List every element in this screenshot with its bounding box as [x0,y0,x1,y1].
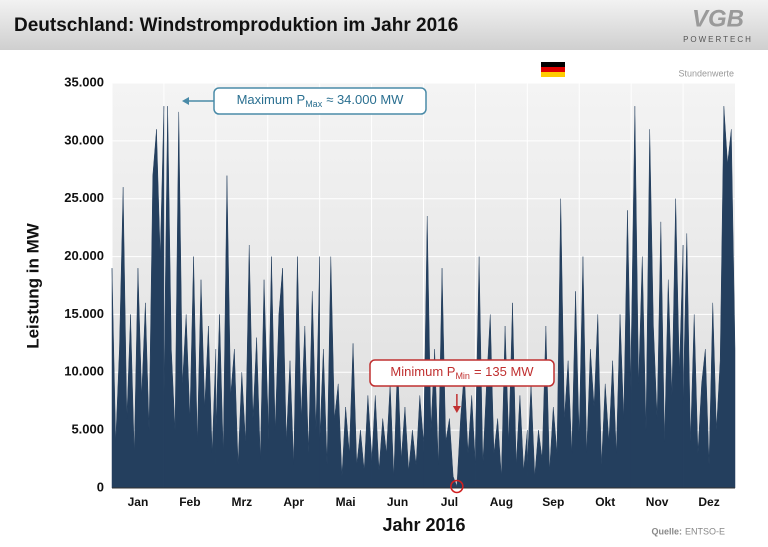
x-tick-label: Mai [336,495,356,509]
x-tick-label: Apr [283,495,304,509]
annotation: Minimum PMin = 135 MW [390,364,534,381]
area [215,175,268,489]
min-marker [450,479,464,494]
flag [541,62,565,77]
area [163,106,217,489]
x-axis-label: Jahr 2016 [382,515,465,535]
chart-title: Deutschland: Windstromproduktion im Jahr… [14,15,458,36]
annotation-part: Minimum P [390,364,455,379]
source-label: Quelle: [651,526,682,536]
x-tick-label: Sep [542,495,564,509]
logo-subtitle: POWERTECH [683,35,753,44]
area [630,106,684,489]
y-axis-label: Leistung in MW [23,222,42,349]
annotation-part: = 135 MW [474,364,534,379]
logo: VGB [692,5,744,32]
x-tick-label: Dez [698,495,719,509]
area [527,198,580,489]
area [267,256,320,489]
x-tick-label: Jul [441,495,458,509]
annotation-arrowhead [182,97,189,105]
annotation-part: Max [305,99,323,109]
y-tick-label: 5.000 [71,422,104,437]
area [579,210,632,489]
y-tick-label: 0 [97,479,104,494]
y-tick-label: 20.000 [64,248,104,263]
y-tick-label: 30.000 [64,132,104,147]
x-tick-label: Jun [387,495,408,509]
annotation-box [369,359,555,387]
y-tick-label: 25.000 [64,190,104,205]
y-tick-label: 10.000 [64,364,104,379]
header-bar [0,0,768,50]
annotation: Maximum PMax ≈ 34.000 MW [237,92,405,109]
y-tick-label: 15.000 [64,306,104,321]
annotation-part: Maximum P [237,92,306,107]
annotation-part: Min [455,371,470,381]
x-tick-label: Feb [179,495,200,509]
area [111,106,165,489]
x-tick-label: Aug [490,495,513,509]
annotation-part: ≈ 34.000 MW [326,92,404,107]
area [475,256,528,489]
min-arrowhead [452,406,461,413]
x-tick-label: Nov [646,495,669,509]
x-tick-label: Jan [128,495,149,509]
area [371,360,424,489]
source: ENTSO-E [685,526,725,536]
x-tick-label: Okt [595,495,615,509]
x-tick-label: Mrz [231,495,252,509]
area [423,216,476,489]
y-tick-label: 35.000 [64,74,104,89]
area [319,256,372,489]
area [682,106,736,489]
note: Stundenwerte [678,68,734,78]
